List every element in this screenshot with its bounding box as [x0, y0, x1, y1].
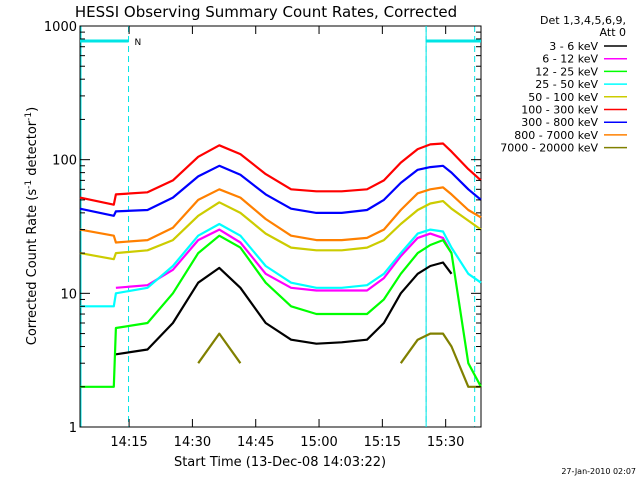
- series-line-1: [115, 228, 453, 292]
- x-tick-label-2: 14:45: [237, 435, 274, 450]
- x-axis-label: Start Time (13-Dec-08 14:03:22): [174, 455, 386, 470]
- series-line-4: [79, 200, 482, 261]
- chart-title: HESSI Observing Summary Count Rates, Cor…: [75, 3, 457, 21]
- night-marker-label: N: [135, 38, 142, 48]
- legend-label-8: 7000 - 20000 keV: [500, 142, 598, 155]
- legend-label-4: 50 - 100 keV: [528, 91, 598, 104]
- legend-label-0: 3 - 6 keV: [549, 40, 598, 53]
- legend-label-7: 800 - 7000 keV: [514, 129, 598, 142]
- x-tick-label-0: 14:15: [110, 435, 147, 450]
- legend-label-5: 100 - 300 keV: [521, 104, 598, 117]
- legend-header-line2: Att 0: [600, 26, 626, 39]
- series-line-0: [115, 261, 453, 356]
- legend-label-2: 12 - 25 keV: [535, 65, 598, 78]
- series-line-7: [79, 186, 482, 244]
- series-line-8: [197, 332, 481, 388]
- series-line-5: [79, 142, 482, 206]
- y-tick-label-1: 10: [60, 287, 77, 302]
- timestamp: 27-Jan-2010 02:07: [561, 467, 636, 476]
- x-tick-label-3: 15:00: [300, 435, 337, 450]
- series-line-6: [79, 164, 482, 217]
- series-line-3: [80, 222, 482, 308]
- x-tick-label-4: 15:15: [364, 435, 401, 450]
- plot-area: N 14:15 14:30 14:45 15:00 15:15 15:30 1 10 100 100…: [44, 20, 482, 450]
- y-axis-label: Corrected Count Rate (s-1 detector-1): [24, 107, 40, 345]
- legend-header-line1: Det 1,3,4,5,6,9,: [540, 14, 626, 27]
- plot-frame: [79, 25, 482, 428]
- x-tick-label-1: 14:30: [174, 435, 211, 450]
- y-tick-label-0: 1: [69, 421, 77, 436]
- legend-label-3: 25 - 50 keV: [535, 78, 598, 91]
- y-tick-label-3: 1000: [44, 20, 77, 35]
- y-tick-label-2: 100: [52, 154, 77, 169]
- legend-label-6: 300 - 800 keV: [521, 116, 598, 129]
- legend-label-1: 6 - 12 keV: [542, 53, 598, 66]
- series-line-2: [80, 234, 482, 388]
- x-tick-label-5: 15:30: [427, 435, 464, 450]
